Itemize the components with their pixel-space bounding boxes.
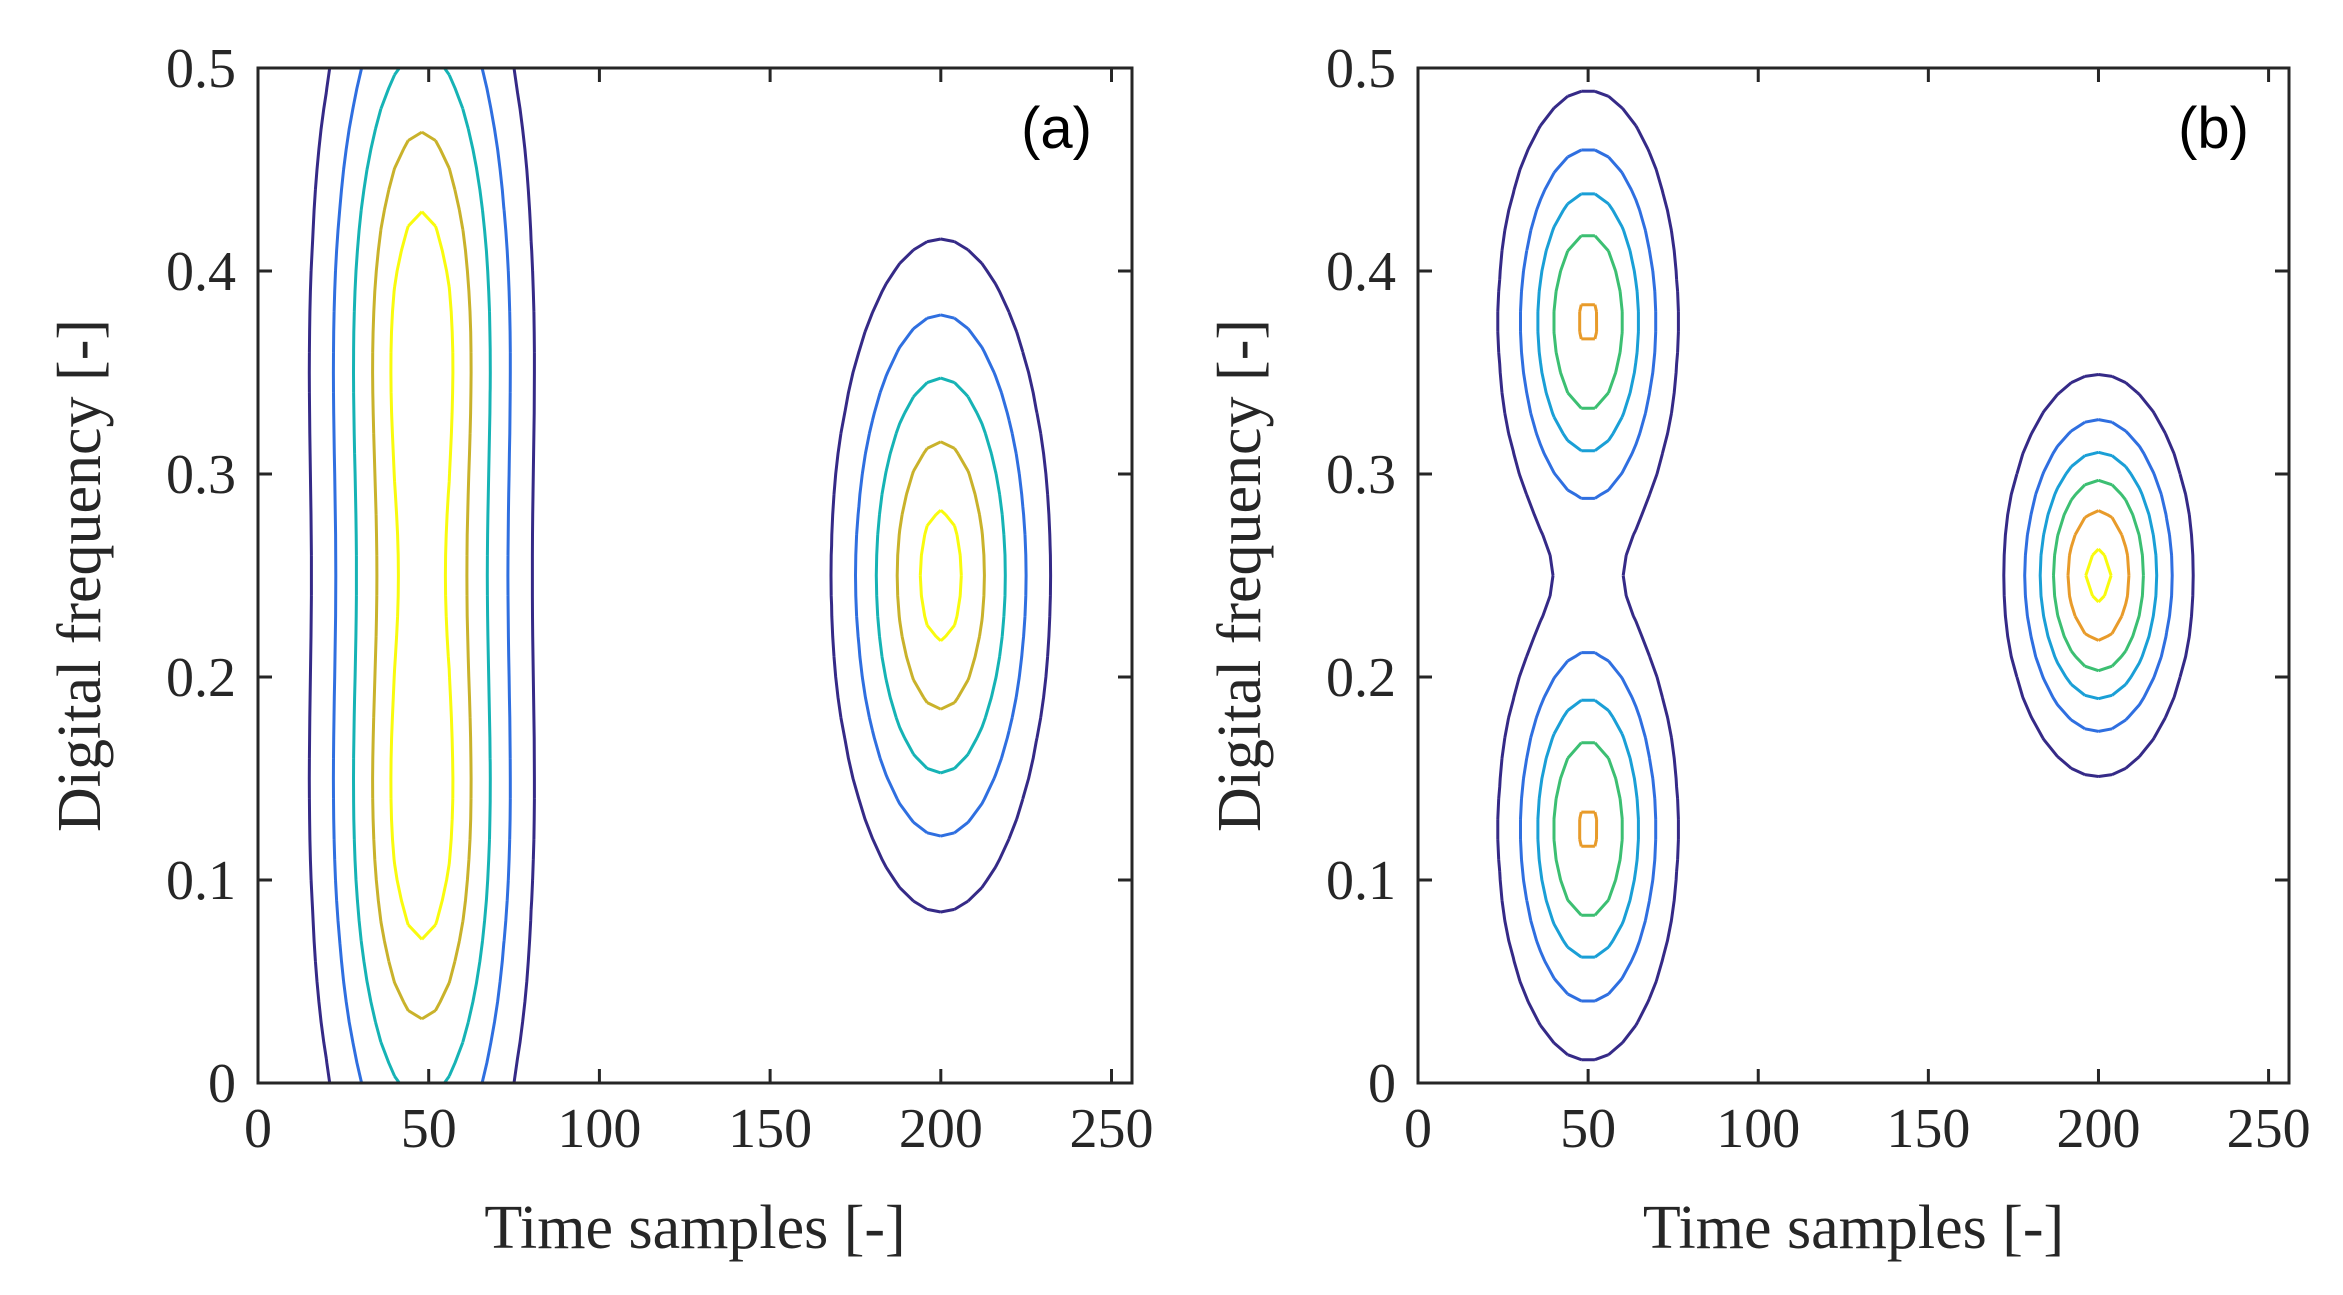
x-tick-label-a: 100: [557, 1098, 641, 1160]
contour-level-4-a: [371, 130, 986, 1021]
x-tick-label-a: 250: [1070, 1098, 1154, 1160]
panel-label-a: (a): [1021, 96, 1092, 161]
ticks-a: 0 50 100 150 200 250 0 0.1 0.2 0.3 0.4 0.5: [166, 38, 1154, 1160]
y-tick-label-a: 0.4: [166, 241, 236, 303]
y-tick-label-a: 0: [208, 1053, 236, 1115]
contour-level-2-b: [1519, 148, 2174, 1003]
panel-a: 0 50 100 150 200 250 0 0.1 0.2 0.3 0.4 0.5 (a) Time…: [46, 38, 1154, 1262]
x-tick-label-a: 0: [244, 1098, 272, 1160]
y-tick-label-b: 0.4: [1326, 241, 1396, 303]
x-tick-label-b: 150: [1886, 1098, 1970, 1160]
contour-level-5-a: [389, 210, 963, 941]
x-tick-label-b: 0: [1404, 1098, 1432, 1160]
x-tick-label-a: 200: [899, 1098, 983, 1160]
contour-level-6-b: [2084, 548, 2113, 603]
x-tick-label-a: 150: [728, 1098, 812, 1160]
contour-level-3-b: [1536, 192, 2159, 959]
y-tick-label-b: 0.5: [1326, 38, 1396, 100]
x-tick-label-b: 50: [1560, 1098, 1616, 1160]
x-tick-label-b: 200: [2056, 1098, 2140, 1160]
y-tick-label-b: 0.1: [1326, 850, 1396, 912]
contour-level-1-a: [307, 68, 1053, 1083]
y-tick-label-b: 0.3: [1326, 444, 1396, 506]
x-tick-label-a: 50: [401, 1098, 457, 1160]
contour-lines-b: [1496, 89, 2195, 1062]
axes-frame-b: [1416, 66, 2291, 1085]
y-tick-label-b: 0: [1368, 1053, 1396, 1115]
x-axis-label-a: Time samples [-]: [484, 1194, 905, 1262]
y-axis-label-b: Digital frequency [-]: [1206, 319, 1274, 832]
y-tick-label-a: 0.5: [166, 38, 236, 100]
contour-level-4-b: [1552, 234, 2145, 917]
y-tick-label-a: 0.2: [166, 647, 236, 709]
axes-frame-a: [256, 66, 1134, 1085]
x-axis-label-b: Time samples [-]: [1643, 1194, 2064, 1262]
contour-level-5-b: [1578, 303, 2131, 848]
y-axis-label-a: Digital frequency [-]: [46, 319, 114, 832]
panel-label-b: (b): [2178, 96, 2249, 161]
ticks-b: 0 50 100 150 200 250 0 0.1 0.2 0.3 0.4 0.5: [1326, 38, 2311, 1160]
contour-level-3-a: [352, 68, 1007, 1083]
x-tick-label-b: 100: [1716, 1098, 1800, 1160]
x-tick-label-b: 250: [2227, 1098, 2311, 1160]
contour-level-2-a: [331, 68, 1028, 1083]
panel-b: 0 50 100 150 200 250 0 0.1 0.2 0.3 0.4 0.5 (b) Time…: [1206, 38, 2311, 1262]
y-tick-label-a: 0.3: [166, 444, 236, 506]
contour-level-1-b: [1496, 89, 2195, 1062]
contour-lines-a: [307, 68, 1053, 1083]
y-tick-label-b: 0.2: [1326, 647, 1396, 709]
y-tick-label-a: 0.1: [166, 850, 236, 912]
